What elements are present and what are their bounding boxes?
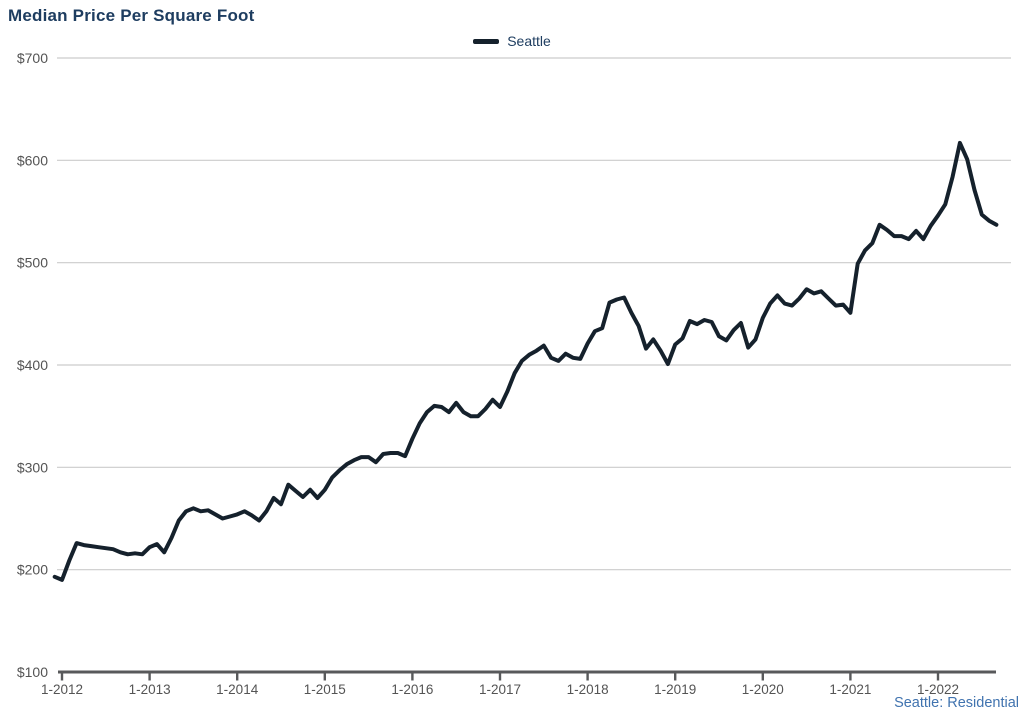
legend-label-seattle: Seattle — [507, 33, 551, 49]
x-axis-label: 1-2012 — [41, 682, 83, 697]
x-axis-label: 1-2017 — [479, 682, 521, 697]
series-line-seattle — [52, 140, 999, 582]
y-axis-label: $500 — [17, 255, 48, 271]
y-axis-label: $700 — [17, 50, 48, 66]
x-axis-label: 1-2016 — [391, 682, 433, 697]
y-axis-label: $600 — [17, 152, 48, 168]
seattle-line-swatch — [473, 38, 500, 44]
source-note: Seattle: Residential — [894, 695, 1019, 711]
y-axis-label: $300 — [17, 459, 48, 475]
x-axis-label: 1-2022 — [917, 682, 959, 697]
x-axis-label: 1-2014 — [216, 682, 259, 697]
y-axis-label: $400 — [17, 357, 48, 373]
x-axis-label: 1-2021 — [829, 682, 871, 697]
y-axis-label: $100 — [17, 664, 48, 680]
x-axis-label: 1-2018 — [567, 682, 609, 697]
chart-title: Median Price Per Square Foot — [8, 6, 255, 25]
legend: Seattle — [0, 33, 1024, 49]
x-axis-label: 1-2020 — [742, 682, 784, 697]
x-axis-label: 1-2019 — [654, 682, 696, 697]
x-axis-label: 1-2013 — [129, 682, 171, 697]
x-axis-label: 1-2015 — [304, 682, 346, 697]
y-axis-label: $200 — [17, 562, 48, 578]
